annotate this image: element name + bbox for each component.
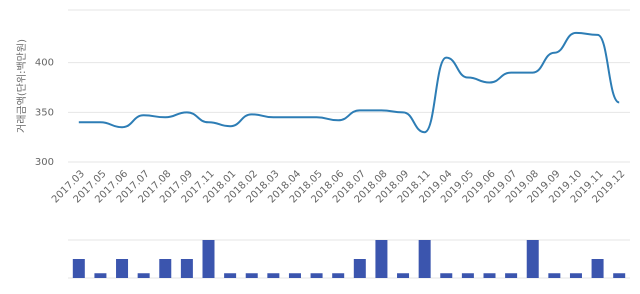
volume-bar <box>137 273 150 278</box>
volume-bar <box>397 273 410 278</box>
volume-bar <box>548 273 561 278</box>
volume-bar <box>613 273 626 278</box>
volume-bar <box>353 259 366 278</box>
volume-bar <box>591 259 604 278</box>
volume-bar <box>116 259 129 278</box>
volume-bar <box>418 240 431 278</box>
volume-bar <box>245 273 258 278</box>
volume-bar <box>569 273 582 278</box>
price-line <box>78 31 620 134</box>
y-tick-label: 350 <box>35 107 54 118</box>
volume-bar <box>310 273 323 278</box>
volume-bar <box>202 240 215 278</box>
volume-bar <box>288 273 301 278</box>
y-tick-label: 400 <box>35 58 54 69</box>
volume-bar <box>526 240 539 278</box>
volume-bar <box>375 240 388 278</box>
y-axis-label: 거래금액(단위:백만원) <box>15 39 28 133</box>
volume-bar <box>440 273 453 278</box>
volume-bar <box>332 273 345 278</box>
volume-bar <box>94 273 107 278</box>
volume-bar <box>483 273 496 278</box>
volume-bar <box>159 259 172 278</box>
volume-bar <box>224 273 237 278</box>
volume-bar <box>267 273 280 278</box>
y-tick-label: 300 <box>35 157 54 168</box>
volume-bar <box>180 259 193 278</box>
volume-bar <box>461 273 474 278</box>
volume-bar <box>72 259 85 278</box>
volume-bar <box>505 273 518 278</box>
